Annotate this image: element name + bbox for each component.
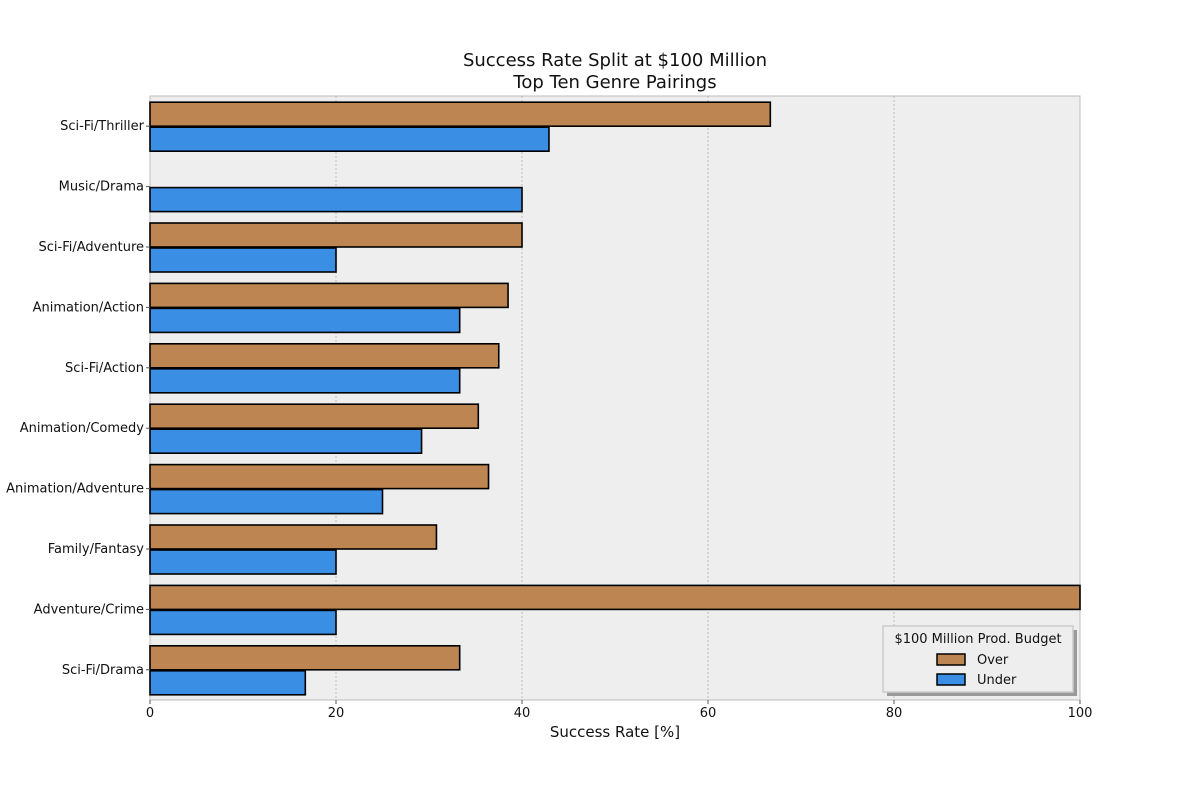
bar-under-3 xyxy=(149,307,461,334)
y-tick-label-8: Adventure/Crime xyxy=(34,602,144,617)
bar-under-4 xyxy=(149,367,461,394)
bar-over-7 xyxy=(149,524,438,550)
x-axis-label: Success Rate [%] xyxy=(550,723,680,741)
bar-over-4 xyxy=(149,342,500,369)
y-tick-label-4: Sci-Fi/Action xyxy=(65,361,144,376)
bar-over-0 xyxy=(149,101,772,127)
bar-over-8 xyxy=(149,584,1081,611)
y-tick-label-2: Sci-Fi/Adventure xyxy=(39,240,144,255)
y-tick-label-1: Music/Drama xyxy=(59,180,144,195)
legend[interactable]: $100 Million Prod. Budget Over Under xyxy=(882,625,1077,696)
bar-under-8 xyxy=(149,609,337,636)
y-tick-label-3: Animation/Action xyxy=(33,300,144,315)
bar-under-5 xyxy=(149,428,423,455)
y-tick-label-6: Animation/Adventure xyxy=(6,482,144,497)
bar-under-9 xyxy=(149,669,307,696)
y-tick-label-7: Family/Fantasy xyxy=(48,542,145,557)
x-tick-labels: 0 20 40 60 80 100 xyxy=(146,700,1093,721)
legend-box xyxy=(882,625,1074,693)
bar-over-6 xyxy=(149,463,490,490)
bar-under-0 xyxy=(149,126,550,152)
bar-over-9 xyxy=(149,644,461,671)
chart-title-line-2: Top Ten Genre Pairings xyxy=(512,72,716,93)
legend-swatch-under xyxy=(936,673,966,686)
x-tick-label-20: 20 xyxy=(328,706,345,721)
chart-title-line-1: Success Rate Split at $100 Million xyxy=(463,50,767,71)
bar-under-7 xyxy=(149,549,337,575)
x-tick-label-60: 60 xyxy=(700,706,717,721)
x-tick-label-0: 0 xyxy=(146,706,154,721)
legend-label-under: Under xyxy=(977,673,1017,688)
bar-under-6 xyxy=(149,488,384,515)
bar-over-5 xyxy=(149,403,480,430)
y-tick-label-5: Animation/Comedy xyxy=(20,421,145,436)
legend-label-over: Over xyxy=(977,653,1009,668)
bars xyxy=(149,101,1081,696)
y-tick-labels: Sci-Fi/Thriller Music/Drama Sci-Fi/Adventu… xyxy=(6,119,150,678)
bar-over-3 xyxy=(149,282,509,309)
bar-over-2 xyxy=(149,222,523,248)
y-tick-label-9: Sci-Fi/Drama xyxy=(62,663,144,678)
y-tick-label-0: Sci-Fi/Thriller xyxy=(60,119,145,134)
x-tick-label-100: 100 xyxy=(1068,706,1093,721)
bar-under-2 xyxy=(149,247,337,273)
legend-title: $100 Million Prod. Budget xyxy=(894,632,1061,647)
legend-swatch-over xyxy=(936,653,966,666)
x-tick-label-40: 40 xyxy=(514,706,531,721)
bar-under-1 xyxy=(149,186,523,213)
x-tick-label-80: 80 xyxy=(886,706,903,721)
